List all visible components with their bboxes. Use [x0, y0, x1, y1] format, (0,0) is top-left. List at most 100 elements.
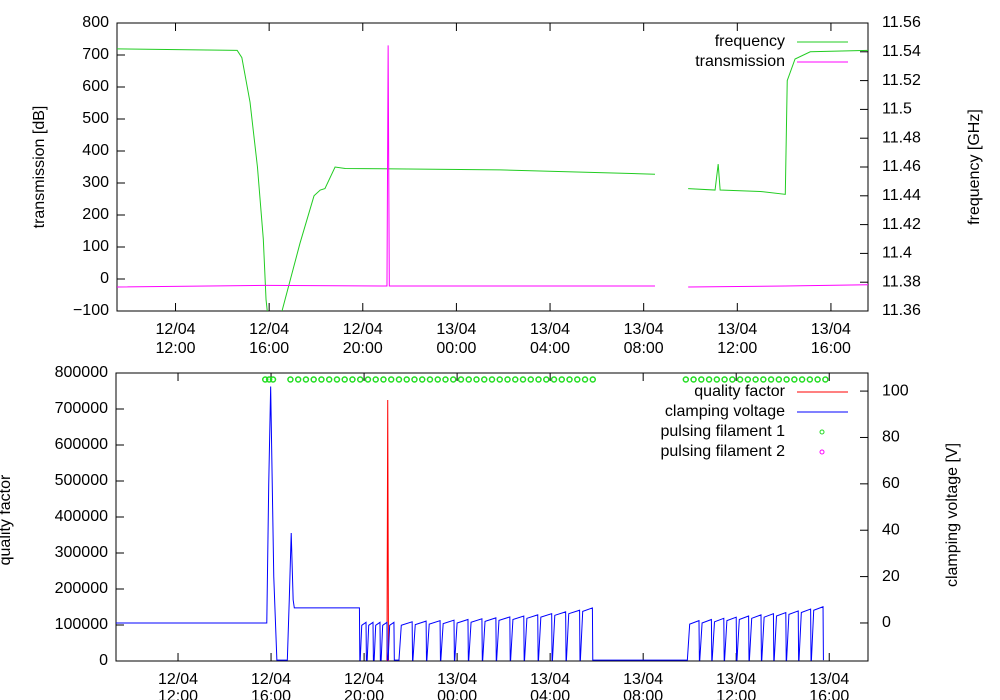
- series-point: [682, 376, 690, 383]
- series-point: [287, 376, 294, 383]
- y2-tick-label: 11.54: [882, 43, 921, 60]
- x-tick-label: 12/04 16:00: [249, 321, 289, 357]
- y2-tick-label: 11.42: [882, 216, 921, 233]
- y-tick-label: 500: [82, 110, 109, 127]
- legend-marker: [819, 429, 825, 435]
- series-point: [504, 376, 511, 383]
- series-point: [574, 376, 581, 383]
- x-tick-label: 13/04 12:00: [716, 671, 756, 700]
- series-point: [341, 376, 348, 383]
- y-tick-label: 0: [99, 652, 108, 669]
- series-point: [403, 376, 410, 383]
- series-point: [426, 376, 434, 383]
- y-tick-label: 300: [82, 174, 109, 191]
- y2-tick-label: 11.52: [882, 72, 921, 89]
- series-line: [116, 386, 824, 661]
- y-tick-label: 700: [82, 46, 109, 63]
- y-tick-label: 800000: [55, 364, 108, 381]
- y-tick-label: 200: [82, 206, 109, 223]
- y2-tick-label: 20: [882, 568, 900, 585]
- series-point: [721, 376, 728, 383]
- x-tick-label: 13/04 00:00: [436, 321, 476, 357]
- series-point: [265, 376, 273, 383]
- y2-tick-label: 11.44: [882, 187, 921, 204]
- x-tick-label: 13/04 04:00: [530, 321, 570, 357]
- y-tick-label: 600000: [55, 436, 108, 453]
- y2-tick-label: 80: [882, 429, 900, 446]
- series-point: [814, 376, 821, 383]
- series-point: [527, 376, 535, 383]
- series-point: [775, 376, 783, 383]
- series-point: [261, 376, 269, 383]
- y2-tick-label: 11.48: [882, 129, 921, 146]
- y2-tick-label: 11.46: [882, 158, 921, 175]
- series-point: [752, 376, 759, 383]
- series-point: [581, 376, 589, 383]
- y2-tick-label: 11.56: [882, 14, 921, 31]
- series-point: [744, 376, 752, 383]
- series-point: [349, 376, 356, 383]
- y2-tick-label: 60: [882, 475, 900, 492]
- x-tick-label: 13/04 16:00: [809, 671, 849, 700]
- y-tick-label: 200000: [55, 580, 108, 597]
- series-point: [698, 376, 705, 383]
- series-point: [318, 376, 325, 383]
- series-point: [690, 376, 697, 383]
- x-tick-label: 12/04 12:00: [155, 321, 195, 357]
- y2-tick-label: 11.4: [882, 245, 912, 262]
- series-point: [325, 376, 333, 383]
- series-point: [767, 376, 775, 383]
- series-point: [333, 376, 341, 383]
- series-point: [543, 376, 550, 383]
- y-axis-label: quality factor: [0, 474, 14, 565]
- x-tick-label: 12/04 20:00: [344, 671, 384, 700]
- plot-area: [117, 45, 868, 311]
- series-point: [760, 376, 767, 383]
- series-point: [535, 376, 542, 383]
- series-point: [589, 376, 597, 383]
- y2-tick-label: 11.36: [882, 302, 921, 319]
- series-point: [387, 376, 395, 383]
- y2-tick-label: 11.38: [882, 273, 921, 290]
- y-tick-label: 600: [82, 78, 109, 95]
- y-tick-label: 100: [82, 238, 109, 255]
- series-point: [372, 376, 379, 383]
- y-tick-label: 800: [82, 14, 109, 31]
- x-tick-label: 12/04 16:00: [251, 671, 291, 700]
- series-point: [294, 376, 302, 383]
- series-point: [713, 376, 721, 383]
- series-point: [434, 376, 441, 383]
- series-point: [496, 376, 504, 383]
- plot-area: [116, 376, 829, 661]
- x-tick-label: 12/04 20:00: [343, 321, 383, 357]
- series-point: [457, 376, 465, 383]
- series-point: [512, 376, 519, 383]
- y-tick-label: 300000: [55, 544, 108, 561]
- y-tick-label: −100: [73, 302, 109, 319]
- y2-tick-label: 100: [882, 382, 909, 399]
- series-line: [386, 399, 389, 661]
- series-point: [729, 376, 736, 383]
- y2-axis-label: frequency [GHz]: [966, 109, 983, 225]
- y2-tick-label: 0: [882, 614, 891, 631]
- series-point: [473, 376, 480, 383]
- series-point: [488, 376, 496, 383]
- series-point: [519, 376, 527, 383]
- series-point: [566, 376, 573, 383]
- y-tick-label: 500000: [55, 472, 108, 489]
- series-point: [550, 376, 558, 383]
- x-tick-label: 13/04 12:00: [717, 321, 757, 357]
- y2-axis-label: clamping voltage [V]: [944, 443, 961, 587]
- x-tick-label: 13/04 00:00: [437, 671, 477, 700]
- series-point: [442, 376, 449, 383]
- series-point: [558, 376, 566, 383]
- legend-marker: [819, 449, 825, 455]
- series-point: [302, 376, 310, 383]
- series-point: [364, 376, 372, 383]
- x-tick-label: 12/04 12:00: [158, 671, 198, 700]
- legend-label: clamping voltage: [665, 403, 785, 420]
- x-tick-label: 13/04 08:00: [623, 671, 663, 700]
- legend-label: pulsing filament 1: [660, 423, 785, 440]
- legend-label: frequency: [715, 33, 785, 50]
